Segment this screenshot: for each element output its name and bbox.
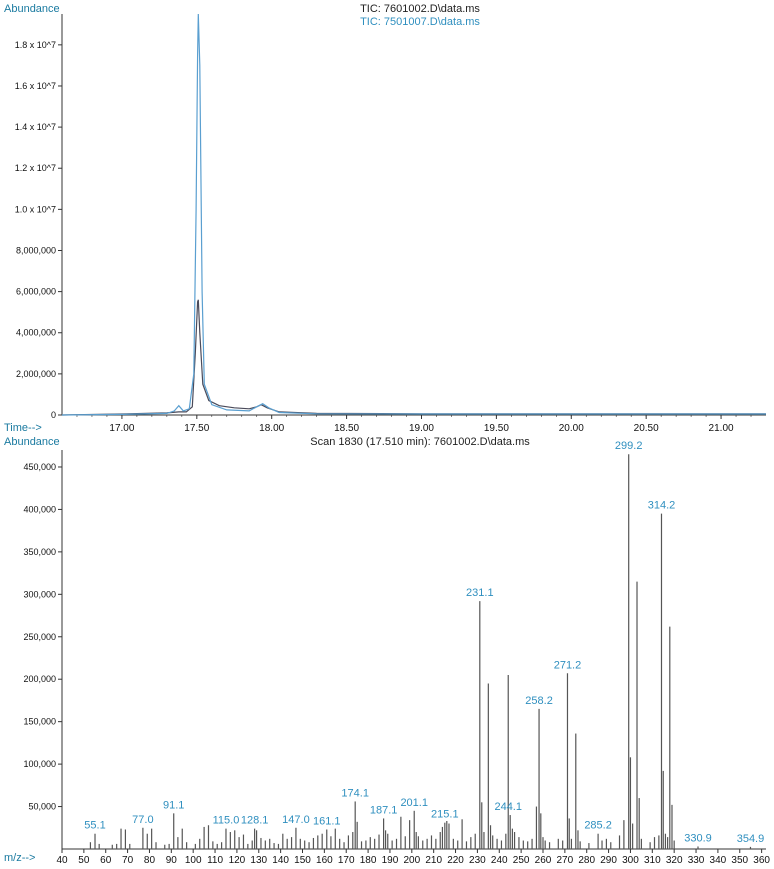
series-7501007-line [61,13,766,416]
series-7601002-line [61,299,766,416]
peak-label: 115.0 [213,815,240,827]
peak-label: 91.1 [163,799,184,811]
bottom-x-tick-label: 150 [294,855,311,866]
top-y-tick-label: 1.4 x 10^7 [15,122,56,132]
peak-label: 201.1 [400,797,428,809]
peak-label: 231.1 [466,587,494,599]
bottom-x-tick-label: 260 [535,855,552,866]
top-y-tick-label: 1.6 x 10^7 [15,81,56,91]
top-y-tick-label: 4,000,000 [16,328,56,338]
peak-label: 174.1 [341,787,369,799]
top-header-line-1: TIC: 7601002.D\data.ms [360,3,480,15]
top-x-tick-label: 20.50 [634,423,659,434]
bottom-x-tick-label: 360 [753,855,770,866]
top-header-line-2: TIC: 7501007.D\data.ms [360,16,480,28]
bottom-x-tick-label: 290 [600,855,617,866]
top-x-tick-label: 21.00 [709,423,734,434]
peak-label: 55.1 [84,820,105,832]
bottom-y-tick-label: 350,000 [23,547,56,557]
peak-label: 354.9 [737,833,765,845]
bottom-x-tick-label: 40 [56,855,68,866]
peak-label: 187.1 [370,804,398,816]
top-y-tick-label: 8,000,000 [16,245,56,255]
top-y-tick-label: 6,000,000 [16,287,56,297]
bottom-y-tick-label: 50,000 [28,802,56,812]
bottom-x-tick-label: 120 [229,855,246,866]
top-x-tick-label: 19.00 [409,423,434,434]
top-y-tick-label: 1.8 x 10^7 [15,40,56,50]
bottom-x-tick-label: 70 [122,855,134,866]
bottom-x-tick-label: 170 [338,855,355,866]
top-y-tick-label: 1.0 x 10^7 [15,204,56,214]
bottom-x-tick-label: 280 [578,855,595,866]
top-x-tick-label: 18.50 [334,423,359,434]
bottom-y-tick-label: 400,000 [23,504,56,514]
bottom-y-tick-label: 250,000 [23,632,56,642]
bottom-x-tick-label: 50 [78,855,90,866]
peak-label: 77.0 [132,814,153,826]
top-y-axis-title: Abundance [4,3,60,15]
bottom-header: Scan 1830 (17.510 min): 7601002.D\data.m… [310,436,530,448]
peak-label: 299.2 [615,440,643,452]
bottom-x-tick-label: 100 [185,855,202,866]
top-y-tick-label: 0 [51,410,56,420]
bottom-y-tick-label: 300,000 [23,589,56,599]
peak-label: 271.2 [554,659,582,671]
bottom-x-tick-label: 350 [731,855,748,866]
bottom-x-tick-label: 90 [166,855,178,866]
bottom-x-tick-label: 60 [100,855,112,866]
bottom-x-tick-label: 310 [644,855,661,866]
bottom-x-tick-label: 330 [688,855,705,866]
peak-label: 258.2 [525,695,553,707]
top-x-tick-label: 18.00 [259,423,284,434]
bottom-x-tick-label: 320 [666,855,683,866]
peak-label: 161.1 [313,815,341,827]
peak-label: 314.2 [648,500,676,512]
bottom-x-tick-label: 230 [469,855,486,866]
bottom-x-tick-label: 80 [144,855,156,866]
bottom-x-tick-label: 270 [557,855,574,866]
bottom-x-axis-title: m/z--> [4,852,36,864]
peak-label: 147.0 [282,814,310,826]
bottom-y-axis-title: Abundance [4,436,60,448]
bottom-x-tick-label: 110 [207,855,223,866]
top-x-axis-title: Time--> [4,422,42,434]
top-x-tick-label: 19.50 [484,423,509,434]
peak-label: 244.1 [494,801,522,813]
top-y-tick-label: 2,000,000 [16,369,56,379]
bottom-y-tick-label: 200,000 [23,674,56,684]
bottom-x-tick-label: 240 [491,855,508,866]
top-y-tick-label: 1.2 x 10^7 [15,163,56,173]
bottom-x-tick-label: 250 [513,855,530,866]
bottom-y-tick-label: 450,000 [23,462,56,472]
peak-label: 330.9 [684,832,712,844]
bottom-y-tick-label: 100,000 [23,759,56,769]
bottom-x-tick-label: 180 [360,855,377,866]
peak-label: 285.2 [584,820,612,832]
bottom-x-tick-label: 200 [403,855,420,866]
bottom-x-tick-label: 140 [272,855,289,866]
bottom-x-tick-label: 340 [710,855,727,866]
bottom-x-tick-label: 210 [425,855,442,866]
peak-label: 128.1 [241,815,269,827]
top-x-tick-label: 17.00 [109,423,134,434]
bottom-x-tick-label: 220 [447,855,464,866]
bottom-x-tick-label: 190 [382,855,399,866]
top-x-tick-label: 20.00 [559,423,584,434]
bottom-y-tick-label: 150,000 [23,717,56,727]
peak-label: 215.1 [431,809,459,821]
bottom-x-tick-label: 300 [622,855,639,866]
bottom-x-tick-label: 130 [250,855,267,866]
top-x-tick-label: 17.50 [184,423,209,434]
bottom-x-tick-label: 160 [316,855,333,866]
